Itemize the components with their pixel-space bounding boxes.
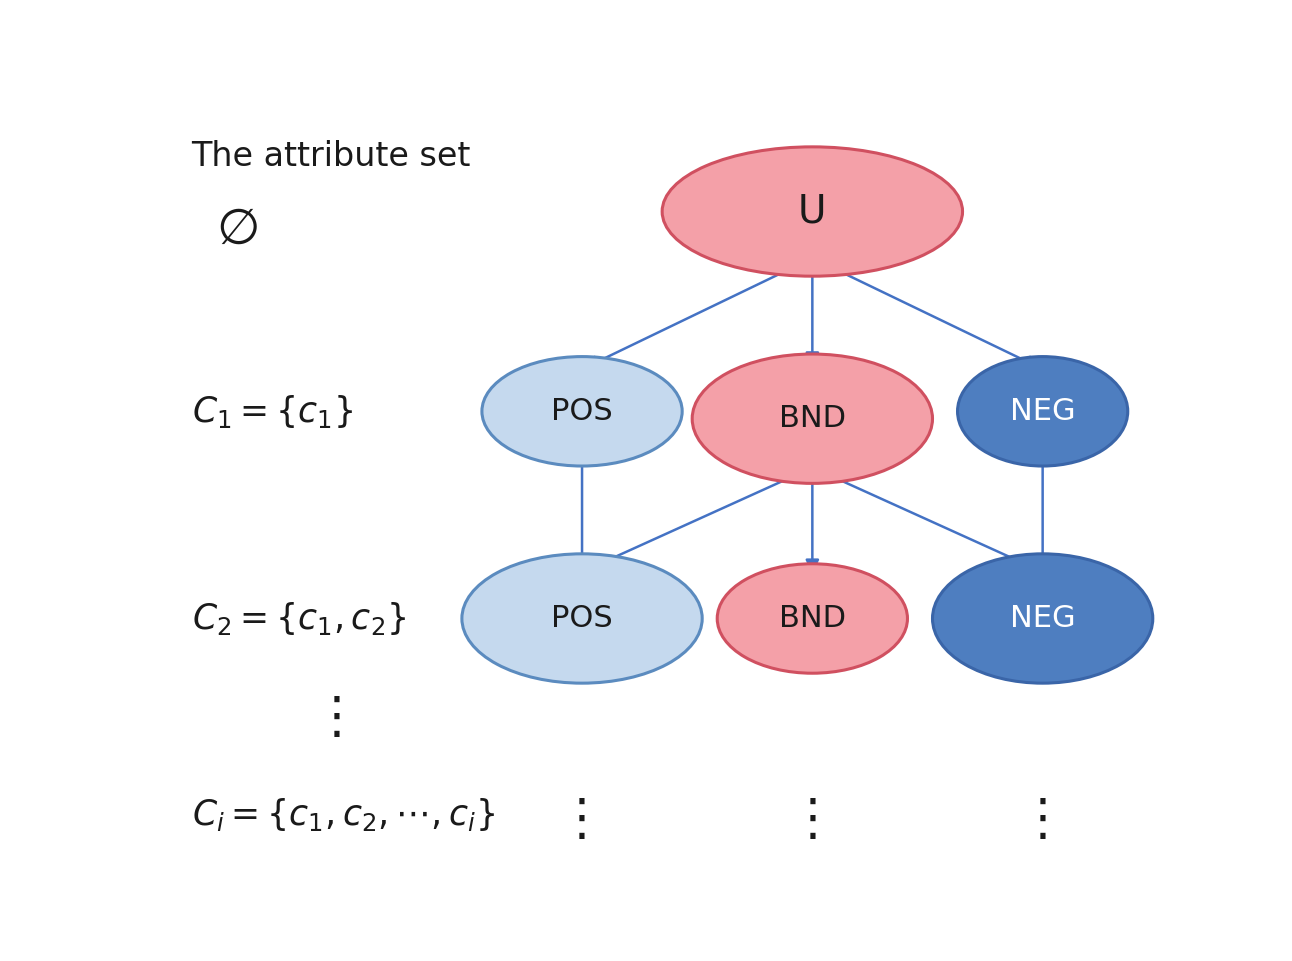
Text: ⋮: ⋮: [1018, 796, 1067, 844]
Text: ⋮: ⋮: [311, 695, 362, 743]
Text: NEG: NEG: [1010, 397, 1075, 426]
Text: BND: BND: [779, 604, 846, 633]
Ellipse shape: [663, 147, 963, 276]
Text: ⋮: ⋮: [557, 796, 607, 844]
Ellipse shape: [933, 554, 1152, 683]
Text: $C_2 = \{c_1, c_2\}$: $C_2 = \{c_1, c_2\}$: [191, 600, 406, 637]
Ellipse shape: [463, 554, 703, 683]
Text: BND: BND: [779, 405, 846, 433]
Ellipse shape: [482, 357, 682, 466]
Text: POS: POS: [552, 397, 612, 426]
Ellipse shape: [693, 354, 933, 483]
Text: NEG: NEG: [1010, 604, 1075, 633]
Text: ∅: ∅: [217, 206, 260, 254]
Text: POS: POS: [552, 604, 612, 633]
Text: $C_i = \{c_1, c_2, \cdots, c_i\}$: $C_i = \{c_1, c_2, \cdots, c_i\}$: [191, 796, 495, 833]
Text: $C_1 = \{c_1\}$: $C_1 = \{c_1\}$: [191, 393, 353, 430]
Ellipse shape: [957, 357, 1128, 466]
Ellipse shape: [717, 564, 907, 674]
Text: U: U: [798, 192, 827, 231]
Text: ⋮: ⋮: [787, 796, 837, 844]
Text: The attribute set: The attribute set: [191, 139, 470, 173]
